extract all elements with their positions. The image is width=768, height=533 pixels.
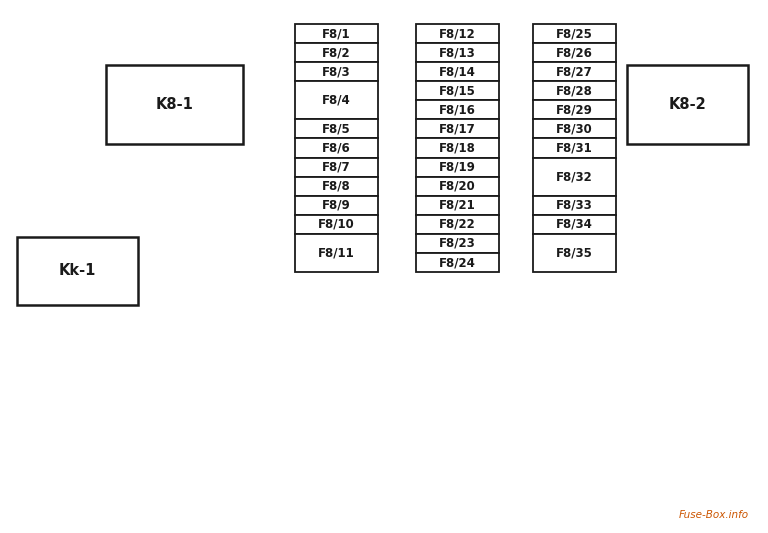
Bar [295,24,378,43]
Text: K8-2: K8-2 [668,97,707,112]
Text: F8/28: F8/28 [556,84,593,97]
Bar [416,215,499,234]
Text: F8/17: F8/17 [439,123,476,135]
Text: F8/6: F8/6 [322,142,351,155]
Bar [295,139,378,158]
Bar [533,196,616,215]
Bar [416,196,499,215]
Bar [106,65,243,144]
Bar [533,81,616,100]
Text: F8/7: F8/7 [322,160,351,174]
Text: F8/14: F8/14 [439,65,476,78]
Text: F8/1: F8/1 [322,27,351,40]
Bar [533,24,616,43]
Text: F8/35: F8/35 [556,246,593,260]
Text: F8/10: F8/10 [318,218,355,231]
Bar [295,43,378,62]
Bar [295,196,378,215]
Text: F8/23: F8/23 [439,237,476,250]
Bar [627,65,748,144]
Bar [416,81,499,100]
Bar [533,43,616,62]
Bar [295,215,378,234]
Text: F8/29: F8/29 [556,103,593,116]
Bar [533,158,616,196]
Text: F8/12: F8/12 [439,27,476,40]
Bar [416,119,499,139]
Text: F8/22: F8/22 [439,218,476,231]
Text: F8/8: F8/8 [322,180,351,192]
Text: F8/9: F8/9 [322,199,351,212]
Text: F8/4: F8/4 [322,94,351,107]
Bar [533,234,616,272]
Bar [416,24,499,43]
Text: F8/34: F8/34 [556,218,593,231]
Bar [533,119,616,139]
Text: F8/19: F8/19 [439,160,476,174]
Text: F8/15: F8/15 [439,84,476,97]
Bar [295,62,378,81]
Bar [533,215,616,234]
Bar [416,234,499,253]
Text: K8-1: K8-1 [155,97,194,112]
Bar [416,100,499,119]
Bar [416,253,499,272]
Text: F8/31: F8/31 [556,142,593,155]
Text: F8/20: F8/20 [439,180,476,192]
Text: F8/32: F8/32 [556,170,593,183]
Text: F8/26: F8/26 [556,46,593,59]
Text: F8/25: F8/25 [556,27,593,40]
Bar [533,139,616,158]
Text: F8/21: F8/21 [439,199,476,212]
Bar [295,158,378,176]
Bar [416,158,499,176]
Bar [17,237,138,305]
Text: Kk-1: Kk-1 [59,263,96,278]
Text: F8/33: F8/33 [556,199,593,212]
Bar [416,176,499,196]
Text: F8/18: F8/18 [439,142,476,155]
Bar [295,81,378,119]
Text: F8/2: F8/2 [322,46,351,59]
Text: F8/27: F8/27 [556,65,593,78]
Bar [533,62,616,81]
Text: F8/13: F8/13 [439,46,476,59]
Text: F8/11: F8/11 [318,246,355,260]
Bar [295,119,378,139]
Text: F8/16: F8/16 [439,103,476,116]
Bar [416,62,499,81]
Text: F8/24: F8/24 [439,256,476,269]
Bar [295,234,378,272]
Text: F8/5: F8/5 [322,123,351,135]
Bar [295,176,378,196]
Bar [416,139,499,158]
Text: Fuse-Box.info: Fuse-Box.info [679,510,749,520]
Text: F8/30: F8/30 [556,123,593,135]
Text: F8/3: F8/3 [322,65,351,78]
Bar [416,43,499,62]
Bar [533,100,616,119]
